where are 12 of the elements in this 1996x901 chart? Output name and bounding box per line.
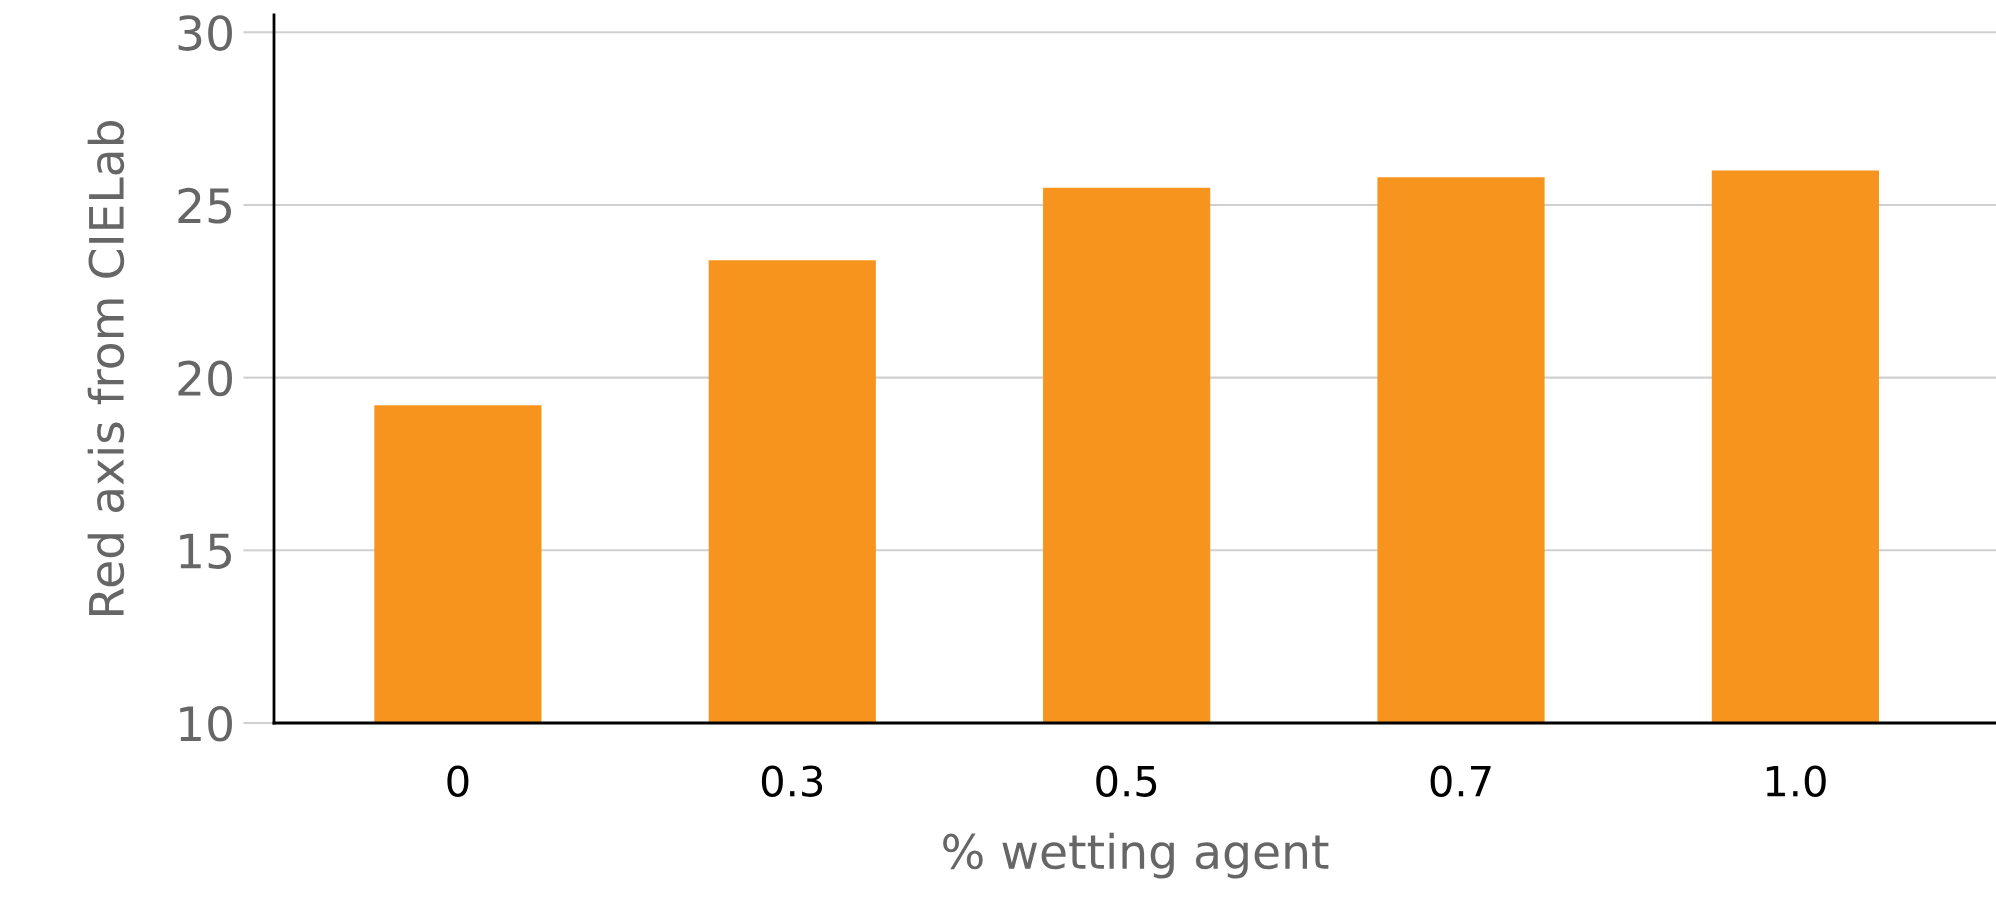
x-axis-title: % wetting agent (943, 832, 1329, 879)
y-tick-label: 15 (180, 533, 231, 569)
x-tick-label: 0.3 (761, 765, 823, 797)
x-tick-label: 1.0 (1766, 765, 1826, 797)
x-tick-label: 0 (447, 765, 469, 797)
y-tick-label: 10 (180, 705, 232, 742)
x-tick-label: 0.7 (1430, 765, 1491, 797)
y-tick-label: 20 (178, 360, 232, 397)
y-axis-title: Red axis from CIELab (87, 121, 125, 615)
x-tick-label: 0.5 (1096, 765, 1157, 797)
y-tick-label: 30 (178, 15, 232, 51)
y-tick-label: 25 (178, 187, 231, 224)
